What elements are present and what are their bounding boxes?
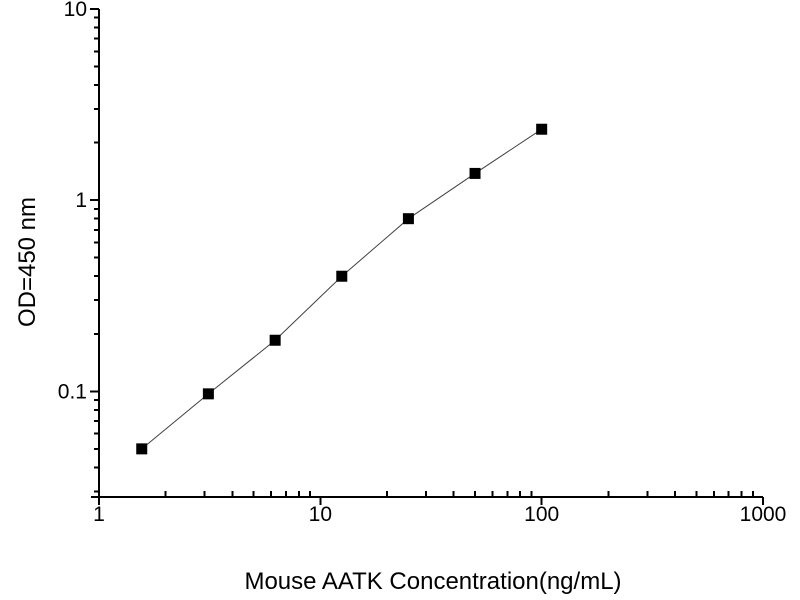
x-tick-label: 1 xyxy=(93,503,105,526)
x-tick-label: 1000 xyxy=(740,503,787,526)
y-tick-label: 10 xyxy=(64,0,87,21)
data-point-marker xyxy=(202,388,214,400)
data-point-marker xyxy=(402,213,414,225)
standard-curve-line xyxy=(141,128,542,450)
x-tick-label: 10 xyxy=(309,503,332,526)
data-point-marker xyxy=(136,443,148,455)
data-point-marker xyxy=(269,334,281,346)
data-point-marker xyxy=(336,270,348,282)
data-point-marker xyxy=(536,123,548,135)
x-axis-title: Mouse AATK Concentration(ng/mL) xyxy=(244,568,622,595)
y-tick-label: 0.1 xyxy=(58,380,87,403)
y-axis-title: OD=450 nm xyxy=(14,196,41,328)
data-point-marker xyxy=(469,167,481,179)
x-tick-label: 100 xyxy=(524,503,559,526)
y-tick-label: 1 xyxy=(75,189,87,212)
